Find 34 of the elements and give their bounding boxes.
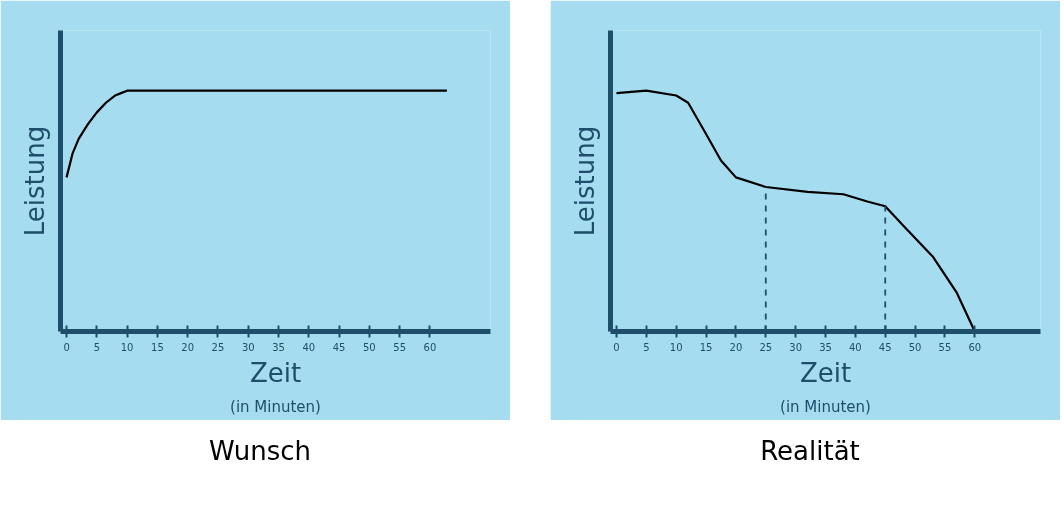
x-tick-label: 55 — [938, 341, 952, 353]
x-tick-label: 20 — [181, 341, 195, 353]
y-axis-title: Leistung — [19, 125, 50, 237]
x-tick-label: 10 — [120, 341, 134, 353]
x-tick-label: 30 — [241, 341, 255, 353]
x-tick-label: 35 — [272, 341, 285, 353]
x-tick-label: 35 — [819, 341, 832, 353]
x-tick-label: 5 — [643, 341, 650, 353]
x-tick-label: 25 — [211, 341, 225, 353]
x-tick-label: 0 — [613, 341, 620, 353]
y-axis-title: Leistung — [569, 125, 600, 237]
x-tick-label: 5 — [93, 341, 101, 353]
x-tick-label: 50 — [363, 341, 376, 353]
text: Realität — [760, 435, 860, 468]
x-axis-title: Zeit — [249, 357, 302, 388]
x-tick-label: 15 — [699, 341, 713, 353]
x-tick-label: 30 — [789, 341, 803, 353]
x-tick-label: 15 — [151, 341, 164, 353]
x-tick-label: 60 — [968, 341, 982, 353]
x-tick-label: 45 — [332, 341, 346, 353]
x-tick-label: 10 — [669, 341, 683, 353]
text: (in Minuten) — [230, 397, 321, 416]
text: (in Minuten) — [780, 397, 871, 416]
x-tick-label: 40 — [849, 341, 862, 353]
x-tick-label: 60 — [423, 341, 437, 353]
x-tick-label: 45 — [878, 341, 892, 353]
x-tick-label: 40 — [302, 341, 316, 353]
x-tick-label: 50 — [908, 341, 922, 353]
x-tick-label: 0 — [63, 341, 70, 353]
x-tick-label: 25 — [759, 341, 773, 353]
text: Wunsch — [208, 435, 312, 468]
x-tick-label: 20 — [729, 341, 743, 353]
x-axis-title: Zeit — [799, 357, 852, 388]
x-tick-label: 55 — [393, 341, 407, 353]
